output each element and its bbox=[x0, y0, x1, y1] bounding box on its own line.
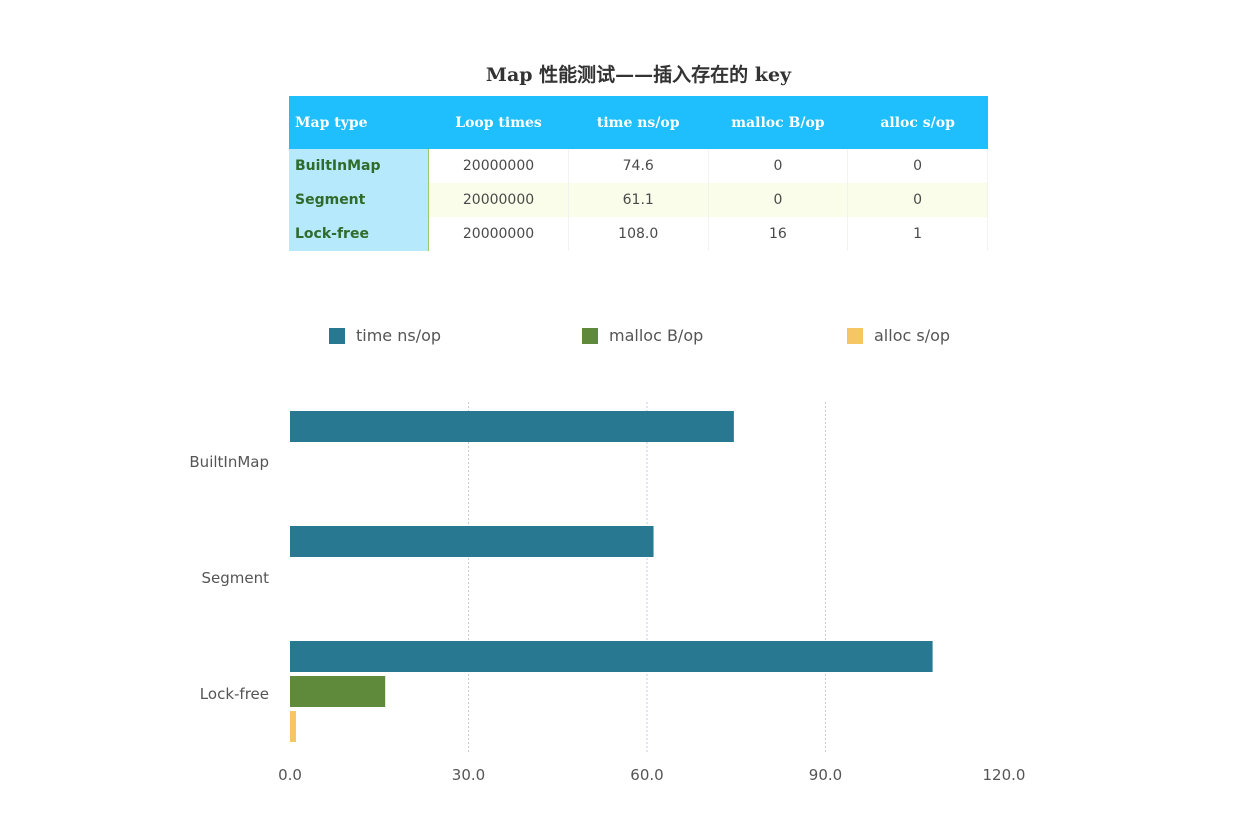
legend-label-alloc: alloc s/op bbox=[874, 326, 951, 345]
bar bbox=[290, 676, 386, 707]
x-tick-label: 0.0 bbox=[278, 766, 302, 784]
row-map-type: Lock-free bbox=[289, 217, 430, 251]
x-tick-label: 120.0 bbox=[983, 766, 1026, 784]
row-alloc-s-op: 0 bbox=[847, 183, 988, 217]
y-category-label: BuiltInMap bbox=[189, 453, 269, 471]
legend-swatch-time bbox=[329, 327, 345, 344]
row-malloc-b-op: 0 bbox=[708, 183, 849, 217]
header-malloc-b-op: malloc B/op bbox=[708, 96, 848, 149]
row-map-type: BuiltInMap bbox=[289, 149, 430, 183]
row-alloc-s-op: 1 bbox=[847, 217, 988, 251]
bar bbox=[290, 526, 654, 557]
legend-label-malloc: malloc B/op bbox=[609, 326, 704, 345]
y-category-label: Lock-free bbox=[200, 685, 269, 703]
row-time-ns-op: 61.1 bbox=[568, 183, 709, 217]
y-category-label: Segment bbox=[202, 569, 270, 587]
legend-item-malloc: malloc B/op bbox=[582, 326, 703, 345]
x-tick-label: 60.0 bbox=[630, 766, 663, 784]
x-tick-label: 30.0 bbox=[452, 766, 485, 784]
legend-item-time: time ns/op bbox=[329, 326, 441, 345]
table-row: Segment 20000000 61.1 0 0 bbox=[289, 183, 988, 217]
table-row: BuiltInMap 20000000 74.6 0 0 bbox=[289, 149, 988, 183]
row-malloc-b-op: 0 bbox=[708, 149, 849, 183]
legend-label-time: time ns/op bbox=[356, 326, 442, 345]
row-alloc-s-op: 0 bbox=[847, 149, 988, 183]
x-tick-label: 90.0 bbox=[809, 766, 842, 784]
legend-swatch-malloc bbox=[582, 327, 598, 344]
benchmark-table: Map type Loop times time ns/op malloc B/… bbox=[289, 96, 988, 251]
bar bbox=[290, 641, 933, 672]
header-alloc-s-op: alloc s/op bbox=[847, 96, 988, 149]
row-map-type: Segment bbox=[289, 183, 430, 217]
header-time-ns-op: time ns/op bbox=[568, 96, 709, 149]
row-malloc-b-op: 16 bbox=[708, 217, 849, 251]
table-row: Lock-free 20000000 108.0 16 1 bbox=[289, 217, 988, 251]
bar bbox=[290, 711, 296, 742]
header-loop-times: Loop times bbox=[428, 96, 569, 149]
header-map-type: Map type bbox=[289, 96, 429, 149]
row-time-ns-op: 108.0 bbox=[568, 217, 709, 251]
page-title: Map 性能测试——插入存在的 key bbox=[485, 64, 792, 86]
row-loop-times: 20000000 bbox=[428, 183, 569, 217]
row-time-ns-op: 74.6 bbox=[568, 149, 709, 183]
row-loop-times: 20000000 bbox=[428, 149, 569, 183]
bar bbox=[290, 411, 734, 442]
row-loop-times: 20000000 bbox=[428, 217, 569, 251]
legend-swatch-alloc bbox=[847, 327, 863, 344]
table-header-row: Map type Loop times time ns/op malloc B/… bbox=[289, 96, 988, 149]
legend-item-alloc: alloc s/op bbox=[847, 326, 950, 345]
